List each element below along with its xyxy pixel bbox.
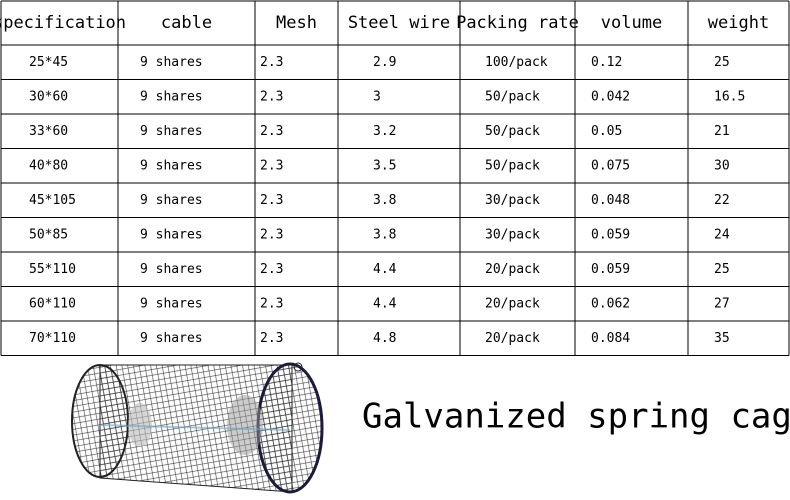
table-cell: 2.9 xyxy=(373,55,396,70)
table-cell: 2.3 xyxy=(260,124,283,139)
table-cell: 4.4 xyxy=(373,296,397,311)
table-cell: 20/pack xyxy=(485,296,540,311)
table-cell: 3.2 xyxy=(373,124,396,139)
table-cell: 50/pack xyxy=(485,124,540,139)
table-cell: 0.12 xyxy=(591,55,622,70)
table-cell: 0.042 xyxy=(591,89,630,104)
header-cell: Packing rate xyxy=(456,13,579,33)
table-cell: 0.075 xyxy=(591,158,630,173)
table-cell: 70*110 xyxy=(29,331,76,346)
table-cell: 2.3 xyxy=(260,158,283,173)
table-cell: 45*105 xyxy=(29,193,76,208)
table-cell: 33*60 xyxy=(29,124,68,139)
table-cell: 30/pack xyxy=(485,193,540,208)
header-cell: Mesh xyxy=(276,13,317,33)
table-cell: 3.8 xyxy=(373,193,396,208)
table-cell: 0.048 xyxy=(591,193,630,208)
table-cell: 20/pack xyxy=(485,331,540,346)
cage-illustration xyxy=(71,362,324,494)
table-cell: 50*85 xyxy=(29,227,68,242)
table-cell: 9 shares xyxy=(140,124,203,139)
table-grid xyxy=(0,0,790,356)
table-cell: 0.059 xyxy=(591,227,630,242)
table-cell: 9 shares xyxy=(140,55,203,70)
table-cell: 16.5 xyxy=(714,89,745,104)
table-cell: 60*110 xyxy=(29,296,76,311)
header-cell: volume xyxy=(601,13,662,33)
table-cell: 2.3 xyxy=(260,296,283,311)
header-cell: weight xyxy=(708,13,769,33)
table-cell: 4.4 xyxy=(373,262,397,277)
header-cell: cable xyxy=(161,13,212,33)
caption: Galvanized spring cage xyxy=(362,397,790,437)
table-cell: 3 xyxy=(373,89,381,104)
table-cell: 40*80 xyxy=(29,158,68,173)
table-cell: 50/pack xyxy=(485,158,540,173)
table-cell: 2.3 xyxy=(260,55,283,70)
table-cell: 25*45 xyxy=(29,55,68,70)
table-cell: 21 xyxy=(714,124,730,139)
table-cell: 0.059 xyxy=(591,262,630,277)
table-cell: 24 xyxy=(714,227,730,242)
table-cell: 9 shares xyxy=(140,158,203,173)
header-cell: specification xyxy=(0,13,126,33)
table-cell: 0.084 xyxy=(591,331,630,346)
table-cell: 4.8 xyxy=(373,331,396,346)
table-cell: 22 xyxy=(714,193,730,208)
table-cell: 2.3 xyxy=(260,227,283,242)
table-cell: 2.3 xyxy=(260,193,283,208)
table-cell: 50/pack xyxy=(485,89,540,104)
table: specification cable Mesh Steel wire Packing … xyxy=(0,13,769,346)
table-cell: 3.5 xyxy=(373,158,396,173)
table-cell: 20/pack xyxy=(485,262,540,277)
table-cell: 9 shares xyxy=(140,89,203,104)
table-cell: 30 xyxy=(714,158,730,173)
header-cell: Steel wire xyxy=(348,13,450,33)
table-cell: 55*110 xyxy=(29,262,76,277)
table-cell: 30*60 xyxy=(29,89,68,104)
table-cell: 9 shares xyxy=(140,262,203,277)
table-cell: 9 shares xyxy=(140,296,203,311)
table-cell: 35 xyxy=(714,331,730,346)
table-cell: 3.8 xyxy=(373,227,396,242)
table-cell: 0.05 xyxy=(591,124,622,139)
table-cell: 27 xyxy=(714,296,730,311)
table-cell: 100/pack xyxy=(485,55,548,70)
table-cell: 2.3 xyxy=(260,331,283,346)
table-cell: 25 xyxy=(714,262,730,277)
table-cell: 9 shares xyxy=(140,227,203,242)
table-cell: 9 shares xyxy=(140,193,203,208)
table-cell: 0.062 xyxy=(591,296,630,311)
table-cell: 30/pack xyxy=(485,227,540,242)
table-cell: 2.3 xyxy=(260,89,283,104)
table-cell: 25 xyxy=(714,55,730,70)
table-cell: 2.3 xyxy=(260,262,283,277)
table-cell: 9 shares xyxy=(140,331,203,346)
